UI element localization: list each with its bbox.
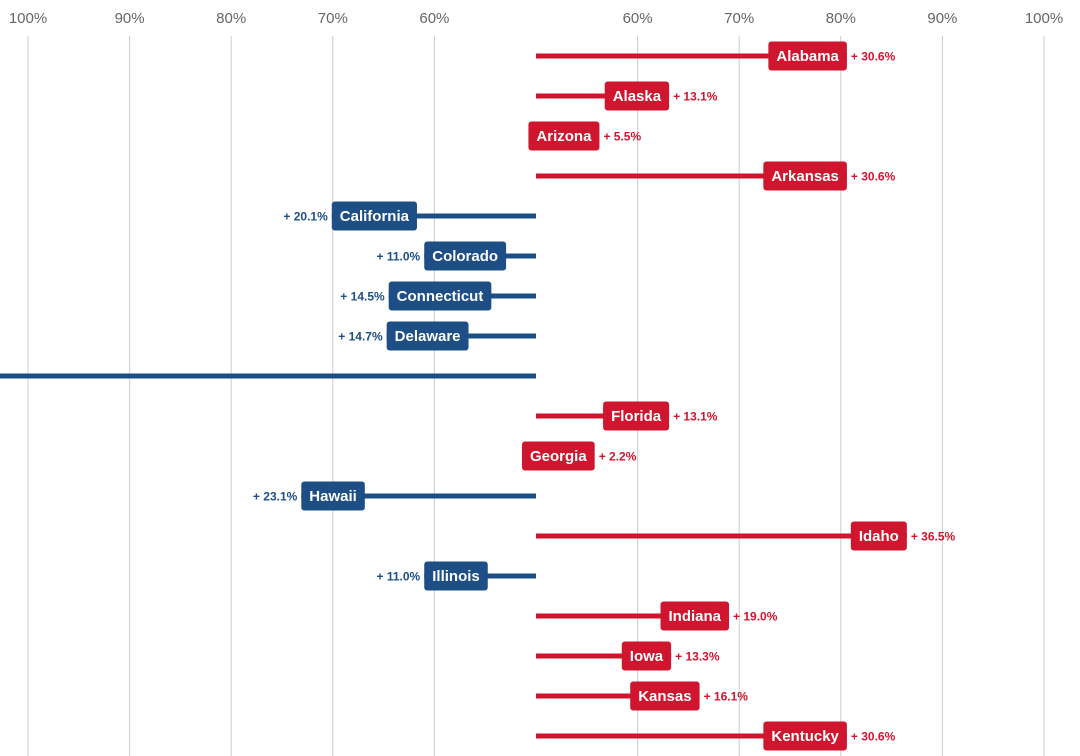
tick-label: 80% xyxy=(826,10,856,27)
state-pill xyxy=(850,521,907,551)
state-pill xyxy=(528,121,600,151)
state-pill xyxy=(386,321,469,351)
state-label: California xyxy=(340,208,410,225)
state-pill xyxy=(763,161,847,191)
state-pill xyxy=(768,41,847,71)
state-pill xyxy=(660,601,730,631)
bar-alaska xyxy=(536,93,670,99)
tick-label: 100% xyxy=(1025,10,1063,27)
margin-label: + 13.3% xyxy=(675,650,720,664)
bar-alabama xyxy=(536,53,847,59)
bar-dc xyxy=(0,373,537,379)
margin-label: + 14.5% xyxy=(340,290,385,304)
margin-label: + 14.7% xyxy=(338,330,383,344)
state-label: Iowa xyxy=(630,648,664,665)
tick-label: 70% xyxy=(318,10,348,27)
state-label: Alabama xyxy=(776,48,839,65)
bars xyxy=(0,53,907,739)
margin-label: + 19.0% xyxy=(733,610,778,624)
margin-label: + 16.1% xyxy=(704,690,749,704)
state-label: Arizona xyxy=(536,128,592,145)
state-label: Arkansas xyxy=(771,168,839,185)
state-pill xyxy=(621,641,672,671)
margin-label: + 36.5% xyxy=(911,530,956,544)
margin-label: + 30.6% xyxy=(851,50,896,64)
tick-label: 90% xyxy=(115,10,145,27)
state-pill xyxy=(603,401,670,431)
margin-label: + 30.6% xyxy=(851,730,896,744)
tick-label: 90% xyxy=(927,10,957,27)
axis-tick-labels: 100% 90% 80% 70% 60% 60% 70% 80% 90% 100% xyxy=(9,10,1063,27)
bar-indiana xyxy=(536,613,730,619)
state-pill xyxy=(424,241,507,271)
tick-label: 80% xyxy=(216,10,246,27)
state-pill xyxy=(763,721,847,751)
state-labels: Alabama + 30.6% Alaska + 13.1% Arizona + 5.5%… xyxy=(253,41,956,751)
state-pill xyxy=(522,441,595,471)
state-pill xyxy=(424,561,488,591)
bar-florida xyxy=(536,413,670,419)
margin-label: + 13.1% xyxy=(673,410,718,424)
tick-label: 60% xyxy=(623,10,653,27)
margin-label: + 13.1% xyxy=(673,90,718,104)
state-label: Alaska xyxy=(613,88,662,105)
margin-label: + 2.2% xyxy=(599,450,637,464)
bar-kentucky xyxy=(536,733,847,739)
margin-label: + 20.1% xyxy=(283,210,328,224)
state-pill xyxy=(301,481,365,511)
margin-label: + 11.0% xyxy=(377,250,421,264)
state-label: Illinois xyxy=(432,568,480,585)
margin-label: + 11.0% xyxy=(377,570,421,584)
state-label: Delaware xyxy=(395,328,461,345)
bar-kansas xyxy=(536,693,700,699)
state-label: Idaho xyxy=(859,528,899,545)
tick-label: 100% xyxy=(9,10,47,27)
state-label: Connecticut xyxy=(397,288,484,305)
margin-label: + 30.6% xyxy=(851,170,896,184)
grid-lines xyxy=(27,36,1045,756)
state-pill xyxy=(388,281,492,311)
state-label: Indiana xyxy=(669,608,722,625)
bar-iowa xyxy=(536,653,672,659)
bar-california xyxy=(331,213,536,219)
margin-label: + 23.1% xyxy=(253,490,298,504)
state-pill xyxy=(604,81,670,111)
state-label: Colorado xyxy=(432,248,498,265)
state-label: Florida xyxy=(611,408,662,425)
state-pill xyxy=(331,201,417,231)
tick-label: 60% xyxy=(419,10,449,27)
state-label: Kansas xyxy=(638,688,691,705)
state-label: Georgia xyxy=(530,448,587,465)
state-pill xyxy=(630,681,700,711)
state-label: Kentucky xyxy=(771,728,839,745)
margin-label: + 5.5% xyxy=(603,130,641,144)
state-label: Hawaii xyxy=(309,488,357,505)
bar-hawaii xyxy=(301,493,536,499)
bar-idaho xyxy=(536,533,907,539)
bar-arkansas xyxy=(536,173,847,179)
tick-label: 70% xyxy=(724,10,754,27)
